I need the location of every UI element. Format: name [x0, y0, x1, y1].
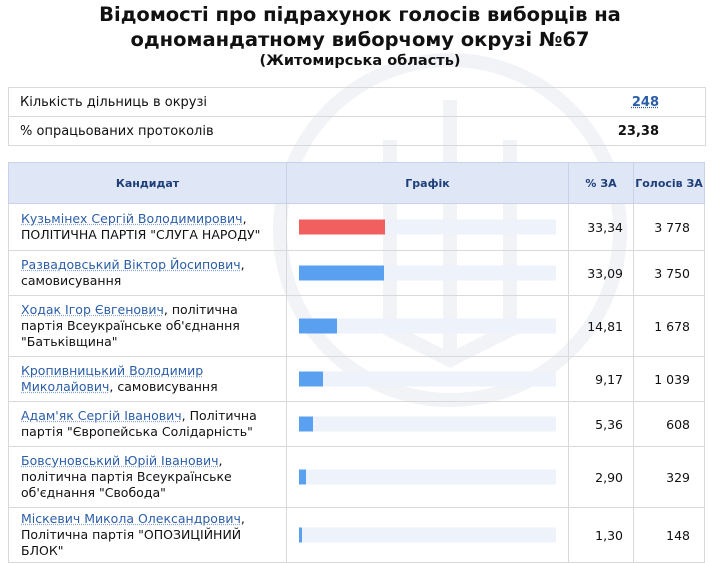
percent-cell: 2,90	[568, 446, 634, 508]
bar-track	[299, 469, 556, 485]
bar-track	[299, 265, 556, 281]
graph-cell	[286, 401, 569, 447]
candidate-link[interactable]: Кропивницький Володимир Миколайович	[21, 363, 204, 394]
percent-cell: 9,17	[568, 356, 634, 402]
percent-cell: 33,34	[568, 203, 634, 251]
votes-cell: 148	[633, 507, 705, 563]
candidate-party: , політична партія Всеукраїнське об'єдна…	[21, 453, 232, 500]
candidate-cell: Кропивницький Володимир Миколайович, сам…	[8, 356, 287, 402]
candidate-party: , ПОЛІТИЧНА ПАРТІЯ "СЛУГА НАРОДУ"	[21, 211, 261, 242]
percent-cell: 5,36	[568, 401, 634, 447]
bar-track	[299, 219, 556, 235]
candidate-cell: Бовсуновський Юрій Іванович, політична п…	[8, 446, 287, 508]
candidate-cell: Развадовський Віктор Йосипович, самовису…	[8, 250, 287, 296]
vote-bar	[299, 318, 338, 334]
vote-bar	[299, 265, 385, 281]
page-title: Відомості про підрахунок голосів виборці…	[99, 3, 621, 51]
candidate-party: , політична партія Всеукраїнське об'єдна…	[21, 302, 240, 349]
graph-cell	[286, 203, 569, 251]
candidate-cell: Ходак Ігор Євгенович, політична партія В…	[8, 295, 287, 357]
header-graph: Графік	[286, 162, 569, 204]
candidate-party: , Політична партія "ОПОЗИЦІЙНИЙ БЛОК"	[21, 511, 245, 558]
vote-bar	[299, 416, 313, 432]
table-row: Бовсуновський Юрій Іванович, політична п…	[8, 446, 705, 508]
header-candidate: Кандидат	[8, 162, 287, 204]
table-row: Міскевич Микола Олександрович, Політична…	[8, 507, 705, 563]
graph-cell	[286, 356, 569, 402]
region-subtitle: (Житомирська область)	[259, 53, 461, 69]
table-row: Кропивницький Володимир Миколайович, сам…	[8, 356, 705, 402]
bar-track	[299, 371, 556, 387]
stations-row: Кількість дільниць в окрузі 248	[9, 88, 705, 117]
candidate-link[interactable]: Кузьмінех Сергій Володимирович	[21, 211, 243, 226]
vote-bar	[299, 527, 303, 543]
graph-cell	[286, 507, 569, 563]
percent-cell: 33,09	[568, 250, 634, 296]
votes-cell: 3 778	[633, 203, 705, 251]
bar-track	[299, 416, 556, 432]
candidate-cell: Кузьмінех Сергій Володимирович, ПОЛІТИЧН…	[8, 203, 287, 251]
candidate-link[interactable]: Бовсуновський Юрій Іванович	[21, 453, 219, 468]
vote-bar	[299, 219, 385, 235]
table-row: Адам'як Сергій Іванович, Політична парті…	[8, 401, 705, 447]
header-votes: Голосів ЗА	[633, 162, 705, 204]
candidate-link[interactable]: Адам'як Сергій Іванович	[21, 408, 182, 423]
votes-cell: 329	[633, 446, 705, 508]
stations-count-link[interactable]: 248	[631, 94, 659, 110]
votes-cell: 3 750	[633, 250, 705, 296]
vote-bar	[299, 469, 307, 485]
district-summary: Кількість дільниць в окрузі 248 % опраць…	[8, 87, 706, 146]
candidate-cell: Міскевич Микола Олександрович, Політична…	[8, 507, 287, 563]
table-row: Ходак Ігор Євгенович, політична партія В…	[8, 295, 705, 357]
candidate-link[interactable]: Ходак Ігор Євгенович	[21, 302, 164, 317]
candidate-party: , самовисування	[21, 257, 245, 288]
header-percent: % ЗА	[568, 162, 634, 204]
candidate-cell: Адам'як Сергій Іванович, Політична парті…	[8, 401, 287, 447]
vote-bar	[299, 371, 323, 387]
candidate-link[interactable]: Развадовський Віктор Йосипович	[21, 257, 241, 272]
candidate-link[interactable]: Міскевич Микола Олександрович	[21, 511, 241, 526]
table-row: Развадовський Віктор Йосипович, самовису…	[8, 250, 705, 296]
votes-cell: 1 678	[633, 295, 705, 357]
graph-cell	[286, 250, 569, 296]
results-header-row: Кандидат Графік % ЗА Голосів ЗА	[8, 162, 705, 204]
graph-cell	[286, 295, 569, 357]
processed-row: % опрацьованих протоколів 23,38	[9, 117, 705, 145]
candidate-party: , Політична партія "Європейська Солідарн…	[21, 408, 257, 439]
processed-label: % опрацьованих протоколів	[20, 123, 214, 139]
graph-cell	[286, 446, 569, 508]
votes-cell: 1 039	[633, 356, 705, 402]
results-table: Кандидат Графік % ЗА Голосів ЗА Кузьміне…	[8, 162, 705, 563]
votes-cell: 608	[633, 401, 705, 447]
percent-cell: 1,30	[568, 507, 634, 563]
stations-label: Кількість дільниць в окрузі	[20, 94, 208, 110]
processed-value: 23,38	[617, 123, 659, 139]
table-row: Кузьмінех Сергій Володимирович, ПОЛІТИЧН…	[8, 203, 705, 251]
bar-track	[299, 527, 556, 543]
bar-track	[299, 318, 556, 334]
percent-cell: 14,81	[568, 295, 634, 357]
candidate-party: , самовисування	[109, 379, 218, 394]
